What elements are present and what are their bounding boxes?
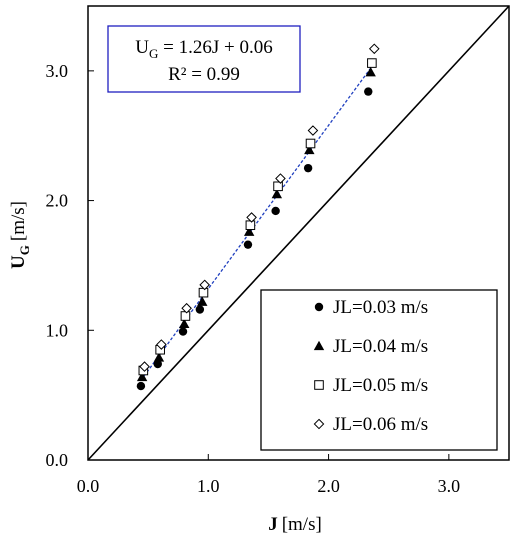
y-axis-title: UG [m/s]	[8, 201, 32, 269]
equation-subscript: G	[149, 46, 158, 61]
legend-items: JL=0.03 m/s JL=0.04 m/s JL=0.05 m/s JL=0.06…	[313, 297, 428, 435]
y-tick-label: 1.0	[46, 320, 69, 340]
legend-item: JL=0.06 m/s	[313, 414, 428, 435]
data-point	[365, 66, 376, 77]
y-tick-label: 2.0	[46, 191, 69, 211]
data-point	[368, 43, 380, 55]
data-point	[246, 212, 257, 223]
y-axis-unit: [m/s]	[8, 201, 29, 241]
data-point	[199, 279, 210, 291]
reference-line-layer	[87, 5, 510, 461]
data-point	[178, 327, 188, 336]
data-point	[305, 138, 316, 149]
data-point	[180, 311, 191, 321]
data-point	[271, 188, 283, 199]
data-point	[181, 302, 192, 314]
data-point	[139, 361, 150, 372]
data-point	[271, 206, 280, 216]
y-ticks-layer: 0.0 1.0 2.0 3.0	[46, 61, 94, 470]
legend-label: JL=0.06 m/s	[333, 414, 428, 435]
equation-u: U	[135, 37, 149, 58]
legend-label: JL=0.03 m/s	[333, 297, 428, 318]
legend-item: JL=0.05 m/s	[314, 375, 428, 396]
data-point	[364, 87, 373, 96]
x-tick-label: 3.0	[438, 476, 461, 496]
reference-line	[87, 5, 510, 461]
data-point	[197, 296, 208, 306]
y-axis-subscript: G	[17, 245, 32, 255]
equation-annotation: UG = 1.26J + 0.06 R² = 0.99	[107, 25, 301, 93]
data-point	[307, 125, 319, 136]
data-point	[245, 220, 256, 231]
data-point	[136, 371, 148, 382]
equation-box	[107, 25, 301, 93]
data-point	[243, 226, 255, 236]
data-point	[367, 58, 377, 68]
y-tick-label: 3.0	[46, 61, 69, 81]
series-1	[136, 87, 373, 391]
x-tick-label: 2.0	[317, 476, 340, 496]
equation-rest: = 1.26J + 0.06	[158, 37, 272, 58]
data-point	[243, 240, 253, 249]
y-tick-label: 0.0	[46, 450, 69, 470]
data-point	[153, 352, 165, 362]
points-layer	[136, 43, 380, 391]
data-point	[179, 318, 190, 328]
legend-item: JL=0.03 m/s	[314, 297, 428, 318]
x-axis-title: J [m/s]	[268, 514, 322, 535]
legend-box	[260, 289, 498, 451]
data-point	[156, 339, 167, 350]
x-axis-symbol: J	[268, 514, 278, 535]
legend-label: JL=0.04 m/s	[333, 336, 428, 357]
legend-marker	[313, 418, 325, 430]
x-axis-unit: [m/s]	[282, 514, 322, 535]
data-point	[136, 381, 146, 391]
data-point	[153, 359, 162, 369]
legend-marker	[314, 302, 324, 312]
legend-item: JL=0.04 m/s	[313, 336, 428, 357]
data-point	[198, 287, 209, 298]
series-4	[139, 43, 380, 372]
data-point	[304, 144, 315, 155]
data-point	[303, 163, 313, 173]
x-tick-label: 0.0	[77, 476, 100, 496]
legend-marker	[313, 340, 325, 351]
data-point	[273, 181, 283, 192]
y-axis-symbol: U	[8, 255, 29, 269]
x-ticks-layer: 0.0 1.0 2.0 3.0	[77, 454, 460, 496]
equation-line: UG = 1.26J + 0.06	[135, 37, 272, 61]
x-tick-label: 1.0	[197, 476, 220, 496]
legend: JL=0.03 m/s JL=0.04 m/s JL=0.05 m/s JL=0.06…	[260, 289, 498, 451]
data-point	[275, 173, 286, 184]
r-squared-line: R² = 0.99	[168, 64, 240, 85]
legend-marker	[314, 380, 324, 390]
series-2	[136, 66, 376, 382]
legend-label: JL=0.05 m/s	[333, 375, 428, 396]
data-point	[195, 305, 205, 314]
